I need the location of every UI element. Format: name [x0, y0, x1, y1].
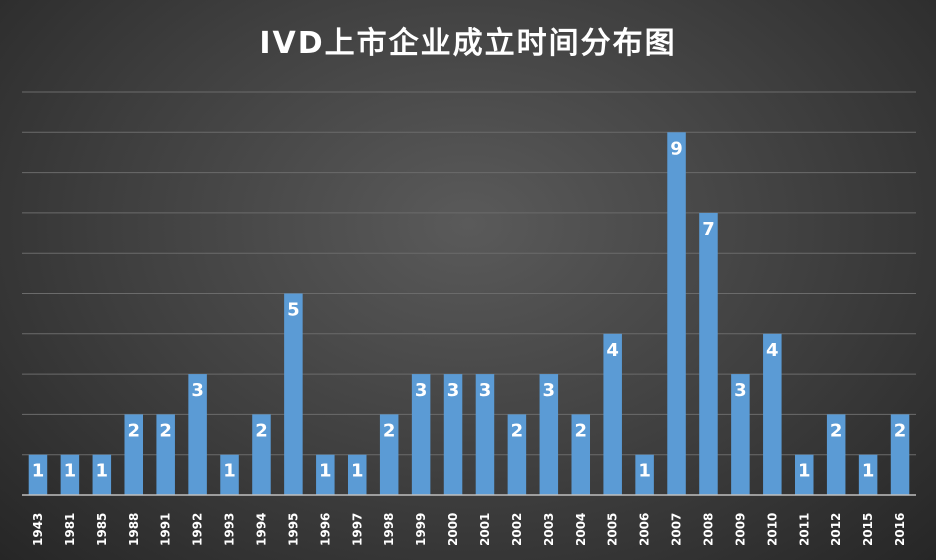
bar-2007	[667, 132, 686, 496]
bar-2000	[443, 374, 463, 495]
x-tick-label-2000: 2000	[446, 513, 460, 546]
data-label-2015: 1	[862, 461, 875, 482]
x-tick-label-1997: 1997	[350, 513, 364, 546]
bar-2015	[858, 454, 878, 495]
x-tick-label-1993: 1993	[223, 513, 237, 546]
data-label-2001: 3	[479, 380, 492, 401]
data-label-1999: 3	[415, 380, 428, 401]
x-tick-label-2008: 2008	[701, 513, 715, 546]
x-tick-label-2005: 2005	[606, 513, 620, 546]
x-tick-label-2009: 2009	[733, 513, 747, 546]
bar-2009	[731, 374, 750, 495]
bar-2010	[763, 333, 782, 495]
data-label-1998: 2	[383, 420, 396, 441]
x-tick-label-1943: 1943	[31, 513, 45, 546]
data-label-2000: 3	[447, 380, 460, 401]
x-tick-label-1996: 1996	[318, 513, 332, 546]
x-tick-label-2010: 2010	[765, 513, 779, 546]
chart-title: IVD上市企业成立时间分布图	[259, 26, 677, 61]
data-label-1943: 1	[32, 461, 45, 482]
x-tick-label-2004: 2004	[574, 513, 588, 546]
bar-2002	[507, 414, 527, 495]
bar-1992	[188, 374, 207, 495]
data-label-1997: 1	[351, 461, 364, 482]
data-label-2008: 7	[702, 219, 715, 240]
data-label-2016: 2	[894, 420, 907, 441]
data-label-2010: 4	[766, 340, 779, 361]
x-tick-label-1985: 1985	[95, 513, 109, 546]
data-label-1996: 1	[319, 461, 332, 482]
bar-1996	[316, 454, 335, 495]
x-tick-label-1981: 1981	[63, 513, 77, 546]
data-label-2004: 2	[574, 420, 587, 441]
x-tick-label-1988: 1988	[127, 513, 141, 546]
x-tick-label-2012: 2012	[829, 513, 843, 546]
data-label-2005: 4	[606, 340, 619, 361]
data-label-1981: 1	[64, 461, 77, 482]
bar-2003	[539, 374, 559, 495]
data-label-1985: 1	[96, 461, 109, 482]
data-label-2009: 3	[734, 380, 747, 401]
data-label-2011: 1	[798, 461, 811, 482]
bar-1993	[220, 454, 239, 495]
data-label-1992: 3	[191, 380, 204, 401]
data-label-1991: 2	[159, 420, 172, 441]
bar-1998	[379, 414, 399, 495]
x-tick-label-1994: 1994	[254, 513, 268, 546]
x-tick-label-2015: 2015	[861, 513, 875, 546]
data-label-1988: 2	[127, 420, 140, 441]
x-tick-label-1998: 1998	[382, 513, 396, 546]
data-label-1993: 1	[223, 461, 236, 482]
data-label-2002: 2	[511, 420, 524, 441]
bar-2016	[890, 414, 910, 495]
bar-1995	[284, 293, 303, 495]
bar-1985	[92, 454, 112, 495]
bar-2008	[699, 212, 718, 495]
bar-2006	[635, 454, 654, 495]
x-tick-label-2006: 2006	[638, 513, 652, 546]
data-label-2012: 2	[830, 420, 843, 441]
x-tick-label-1991: 1991	[159, 513, 173, 546]
x-tick-label-2001: 2001	[478, 513, 492, 546]
bar-1943	[28, 454, 48, 495]
data-label-2007: 9	[670, 138, 683, 159]
bar-1991	[156, 414, 175, 495]
bar-1994	[252, 414, 271, 495]
bar-2005	[603, 333, 622, 495]
x-tick-label-2011: 2011	[797, 513, 811, 546]
x-tick-label-1992: 1992	[191, 513, 205, 546]
bar-1981	[60, 454, 80, 495]
bar-2001	[475, 374, 495, 495]
x-tick-label-2003: 2003	[542, 513, 556, 546]
bar-1999	[411, 374, 431, 495]
bar-1997	[347, 454, 367, 495]
data-label-1995: 5	[287, 300, 300, 321]
x-tick-label-2002: 2002	[510, 513, 524, 546]
bar-2011	[794, 454, 814, 495]
bar-1988	[124, 414, 144, 495]
bar-2004	[571, 414, 591, 495]
x-tick-label-1995: 1995	[286, 513, 300, 546]
x-tick-label-2016: 2016	[893, 513, 907, 546]
data-label-2003: 3	[543, 380, 556, 401]
x-tick-label-1999: 1999	[414, 513, 428, 546]
data-label-1994: 2	[255, 420, 268, 441]
data-label-2006: 1	[638, 461, 651, 482]
x-tick-label-2007: 2007	[670, 513, 684, 546]
bar-2012	[826, 414, 846, 495]
